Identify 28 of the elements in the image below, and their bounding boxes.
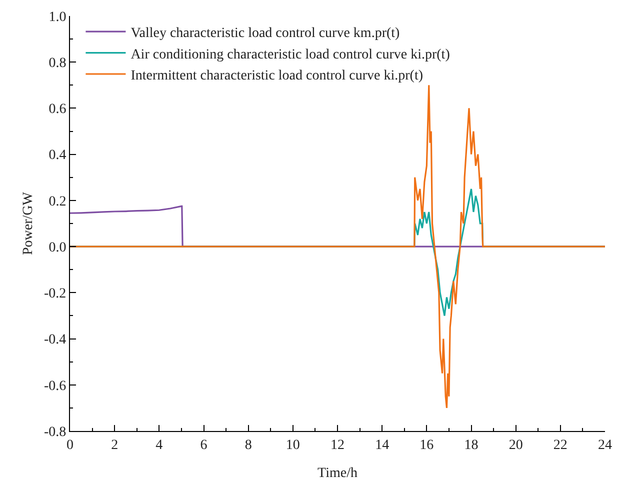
legend-label: Valley characteristic load control curve km.pr(t) (130, 26, 400, 42)
y-tick-label: 0.2 (48, 194, 66, 210)
x-tick-label: 12 (330, 438, 344, 453)
x-tick-label: 0 (66, 438, 74, 453)
y-tick-label: 0.6 (48, 102, 66, 118)
y-tick-label: -0.8 (44, 424, 66, 440)
y-tick-label: -0.6 (44, 378, 66, 394)
legend-label: Intermittent characteristic load control curve ki.pr(t) (130, 68, 424, 84)
x-tick-label: 2 (111, 438, 118, 453)
x-tick-label: 4 (156, 438, 163, 453)
x-tick-label: 16 (420, 438, 434, 453)
x-tick-label: 18 (464, 438, 478, 453)
y-tick-label: 1.0 (48, 10, 66, 25)
x-tick-label: 6 (200, 438, 208, 453)
x-axis-title: Time/h (318, 466, 358, 481)
x-tick-label: 10 (286, 438, 300, 453)
legend-label: Air conditioning characteristic load control curve ki.pr(t) (130, 47, 450, 62)
x-tick-label: 8 (244, 438, 252, 453)
y-axis-title: Power/GW (21, 191, 36, 255)
x-tick-label: 14 (375, 438, 390, 453)
y-tick-label: 0.4 (48, 148, 66, 164)
x-tick-label: 24 (598, 438, 612, 453)
x-tick-label: 22 (553, 438, 568, 453)
x-tick-label: 20 (508, 438, 523, 453)
y-tick-label: 0.8 (48, 56, 66, 72)
y-tick-label: -0.2 (44, 286, 66, 302)
y-tick-label: -0.4 (44, 332, 66, 348)
y-tick-label: 0.0 (48, 240, 66, 256)
